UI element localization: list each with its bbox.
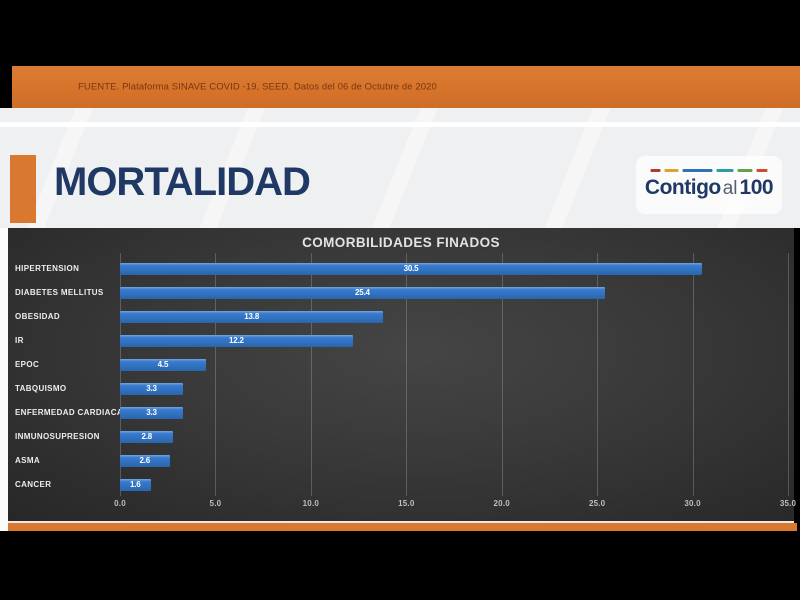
chart-title: COMORBILIDADES FINADOS <box>302 235 500 250</box>
category-label: CANCER <box>15 480 52 489</box>
logo-text-100: 100 <box>739 176 774 199</box>
chart-bottom-divider <box>8 521 794 523</box>
category-label: HIPERTENSION <box>15 264 80 273</box>
bar-value-label: 3.3 <box>146 384 157 393</box>
logo-dash <box>716 169 734 172</box>
bar-ir: 12.2 <box>120 335 353 347</box>
plot-area: 30.5 25.4 13.8 12.2 4.5 3.3 3.3 2.8 2.6 1.6 <box>120 257 788 497</box>
x-tick-label: 5.0 <box>209 499 222 508</box>
bar-asma: 2.6 <box>120 455 170 467</box>
source-banner: FUENTE. Plataforma SINAVE COVID -19, SEE… <box>12 66 800 108</box>
gridline <box>501 253 503 496</box>
logo-dash <box>682 169 713 172</box>
plot-gridlines <box>120 253 789 496</box>
slide-left-edge <box>0 108 8 531</box>
category-label: IR <box>15 336 24 345</box>
logo-dash <box>756 169 768 172</box>
x-tick-label: 10.0 <box>302 499 320 508</box>
category-label: EPOC <box>15 360 40 369</box>
x-tick-label: 30.0 <box>684 499 701 508</box>
bar-cancer: 1.6 <box>120 479 151 491</box>
logo-dash <box>664 169 679 172</box>
x-axis-tick-labels: 0.0 5.0 10.0 15.0 20.0 25.0 30.0 35.0 <box>114 499 796 513</box>
gridline <box>310 253 312 496</box>
logo-dash <box>737 169 753 172</box>
category-label: ASMA <box>15 456 40 465</box>
gridline <box>597 253 599 496</box>
bar-value-label: 4.5 <box>157 360 169 369</box>
bar-value-label: 2.8 <box>141 432 152 441</box>
title-accent-bar <box>10 155 36 223</box>
bar-value-label: 13.8 <box>244 312 260 321</box>
page-title: MORTALIDAD <box>54 160 311 204</box>
bar-value-label: 2.6 <box>139 456 151 465</box>
gridline <box>120 253 121 496</box>
bar-inmunosupresion: 2.8 <box>120 431 174 443</box>
x-tick-label: 25.0 <box>588 499 606 508</box>
bar-obesidad: 13.8 <box>120 311 384 323</box>
logo-dash <box>650 169 661 172</box>
category-label: OBESIDAD <box>15 312 61 321</box>
logo-text: Contigo al100 <box>644 176 774 200</box>
bar-value-label: 3.3 <box>146 408 157 417</box>
category-label: INMUNOSUPRESION <box>15 432 100 441</box>
bottom-accent-strip <box>8 523 797 531</box>
gridline <box>692 253 694 496</box>
bar-value-label: 1.6 <box>130 480 141 489</box>
bar-value-label: 25.4 <box>354 288 370 297</box>
bar-hipertension: 30.5 <box>120 263 703 275</box>
bar-value-label: 12.2 <box>229 336 244 345</box>
logo-text-al: al <box>722 178 738 199</box>
x-tick-label: 20.0 <box>493 499 510 508</box>
logo-dashes <box>650 169 768 172</box>
source-text: FUENTE. Plataforma SINAVE COVID -19, SEE… <box>78 81 437 93</box>
x-tick-label: 15.0 <box>398 499 415 508</box>
logo-text-contigo: Contigo <box>644 176 721 199</box>
gridline <box>406 253 408 496</box>
comorbidities-bar-chart: COMORBILIDADES FINADOS HIPERTENSION DIABE… <box>8 228 796 521</box>
category-axis-labels: HIPERTENSION DIABETES MELLITUS OBESIDAD IR E… <box>8 257 123 497</box>
gridline <box>788 253 789 496</box>
gridline <box>215 253 217 496</box>
bar-tabquismo: 3.3 <box>120 383 183 395</box>
bar-diabetes-mellitus: 25.4 <box>120 287 605 299</box>
bar-epoc: 4.5 <box>120 359 206 371</box>
bar-value-label: 30.5 <box>403 264 419 273</box>
x-tick-label: 0.0 <box>114 499 126 508</box>
bar-enfermedad-cardiaca: 3.3 <box>120 407 183 419</box>
contigo-al-100-logo: Contigo al100 <box>636 156 782 214</box>
header-divider <box>0 122 800 127</box>
category-label: ENFERMEDAD CARDIACA <box>15 408 123 417</box>
header-zone: MORTALIDAD Contigo al100 <box>0 108 800 228</box>
category-label: DIABETES MELLITUS <box>15 288 104 297</box>
x-tick-label: 35.0 <box>779 499 797 508</box>
category-label: TABQUISMO <box>15 384 67 393</box>
